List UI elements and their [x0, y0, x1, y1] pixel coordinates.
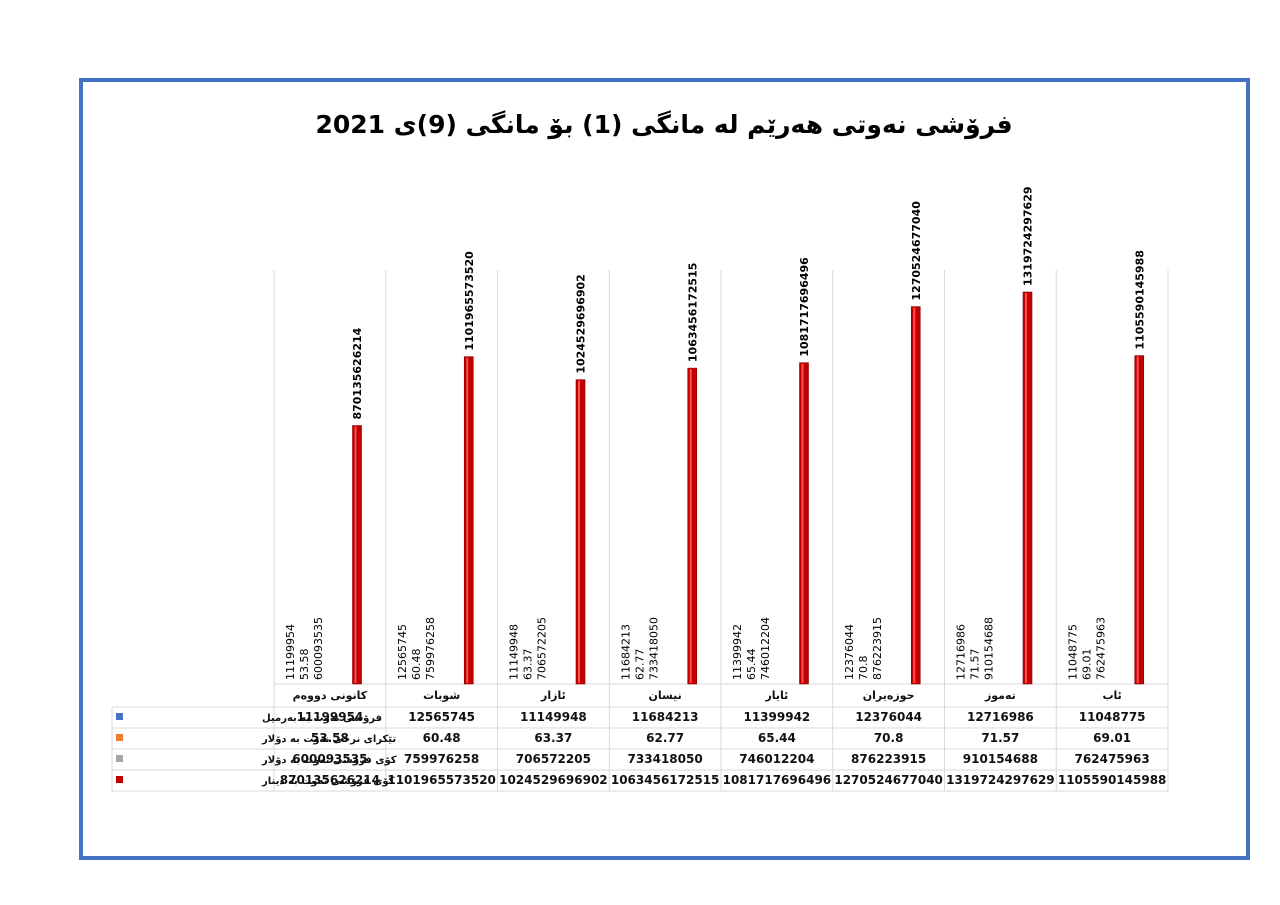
data-label-1: 71.57 [969, 649, 982, 681]
bar-dinar [352, 425, 362, 685]
legend-entry: فرۆشی نەوت بە بەرمیل [262, 713, 382, 724]
data-label-0: 12716986 [955, 624, 968, 680]
table-cell: 1063456172515 [611, 773, 720, 787]
legend-swatch [116, 734, 123, 741]
table-cell: 12716986 [967, 710, 1034, 724]
table-cell: 1024529696902 [499, 773, 608, 787]
category-label: ئازار [540, 689, 566, 702]
category-label: نیسان [648, 689, 681, 702]
data-label-2: 759976258 [424, 617, 437, 680]
bar-highlight [578, 380, 580, 683]
data-label-dinar: 1081717696496 [798, 257, 811, 357]
table-cell: 69.01 [1093, 731, 1131, 745]
legend-swatch [116, 776, 123, 783]
data-label-0: 12565745 [396, 624, 409, 680]
table-cell: 706572205 [516, 752, 591, 766]
table-cell: 70.8 [874, 731, 904, 745]
category-label: كانونى دووەم [293, 689, 368, 702]
data-label-dinar: 1063456172515 [686, 263, 699, 363]
table-cell: 62.77 [646, 731, 684, 745]
data-label-2: 600093535 [312, 617, 325, 680]
data-label-dinar: 1270524677040 [910, 201, 923, 301]
data-label-1: 69.01 [1080, 649, 1093, 681]
data-label-1: 60.48 [410, 649, 423, 681]
legend-entry: كۆی فرۆشی نەوت بە دینار [261, 776, 395, 787]
category-label: ئایار [764, 689, 788, 702]
data-label-dinar: 1101965573520 [463, 251, 476, 351]
table-cell: 1081717696496 [723, 773, 832, 787]
data-label-dinar: 870135626214 [351, 327, 364, 419]
bar-dinar [799, 362, 809, 685]
legend-swatch [116, 755, 123, 762]
data-label-2: 733418050 [647, 617, 660, 680]
bar-highlight [801, 363, 804, 683]
data-label-2: 910154688 [983, 617, 996, 680]
legend-entry: تێكرای نرخی نەوت بە دۆلار [261, 734, 396, 745]
data-label-dinar: 1024529696902 [575, 274, 588, 374]
data-label-2: 746012204 [759, 617, 772, 680]
table-cell: 1105590145988 [1058, 773, 1167, 787]
bar-dinar [463, 356, 474, 685]
data-label-1: 62.77 [633, 649, 646, 681]
table-cell: 11399942 [743, 710, 810, 724]
bar-highlight [689, 369, 692, 683]
data-label-2: 706572205 [536, 617, 549, 680]
data-label-1: 53.58 [298, 649, 311, 681]
data-label-0: 11149948 [508, 624, 521, 680]
table-cell: 1101965573520 [387, 773, 496, 787]
bar-highlight [913, 307, 916, 683]
table-cell: 12565745 [408, 710, 475, 724]
data-label-1: 63.37 [522, 649, 535, 681]
bar-dinar [575, 379, 586, 685]
legend-entry: كۆی فرۆشی نەوت بە دۆلار [261, 755, 397, 766]
category-label: حوزەیران [863, 689, 915, 702]
table-cell: 746012204 [739, 752, 814, 766]
bar-highlight [1136, 356, 1139, 683]
category-label: ئاب [1102, 689, 1121, 702]
table-cell: 759976258 [404, 752, 479, 766]
data-label-0: 11048775 [1066, 624, 1079, 680]
data-label-1: 70.8 [857, 656, 870, 681]
data-label-0: 11199954 [284, 624, 297, 680]
table-cell: 870135626214 [280, 773, 380, 787]
bar-highlight [1025, 293, 1027, 683]
data-label-0: 11399942 [731, 624, 744, 680]
table-cell: 71.57 [981, 731, 1019, 745]
bar-dinar [910, 306, 921, 685]
table-cell: 53.58 [311, 731, 349, 745]
bar-highlight [466, 357, 469, 683]
table-cell: 1270524677040 [834, 773, 943, 787]
legend-swatch [116, 713, 123, 720]
data-label-dinar: 1105590145988 [1133, 250, 1146, 350]
table-cell: 762475963 [1075, 752, 1150, 766]
data-label-0: 12376044 [843, 624, 856, 680]
bar-highlight [354, 426, 357, 683]
table-cell: 60.48 [423, 731, 461, 745]
table-cell: 11684213 [632, 710, 699, 724]
table-cell: 11199954 [296, 710, 363, 724]
chart-title: فرۆشی نەوتی هەرێم لە مانگی (1) بۆ مانگی … [315, 110, 1013, 139]
table-cell: 600093535 [292, 752, 367, 766]
table-cell: 876223915 [851, 752, 926, 766]
bar-dinar [1134, 355, 1145, 685]
bar-dinar [687, 367, 698, 685]
table-cell: 65.44 [758, 731, 796, 745]
data-label-1: 65.44 [745, 649, 758, 681]
table-cell: 733418050 [628, 752, 703, 766]
bar-dinar [1022, 291, 1033, 685]
table-cell: 63.37 [534, 731, 572, 745]
table-cell: 11149948 [520, 710, 587, 724]
data-label-dinar: 1319724297629 [1022, 187, 1035, 287]
table-cell: 910154688 [963, 752, 1038, 766]
category-label: شوبات [423, 689, 460, 702]
data-label-2: 876223915 [871, 617, 884, 680]
table-cell: 11048775 [1079, 710, 1146, 724]
data-label-2: 762475963 [1094, 617, 1107, 680]
table-cell: 1319724297629 [946, 773, 1055, 787]
data-label-0: 11684213 [619, 624, 632, 680]
table-cell: 12376044 [855, 710, 922, 724]
category-label: تەموز [984, 689, 1016, 702]
